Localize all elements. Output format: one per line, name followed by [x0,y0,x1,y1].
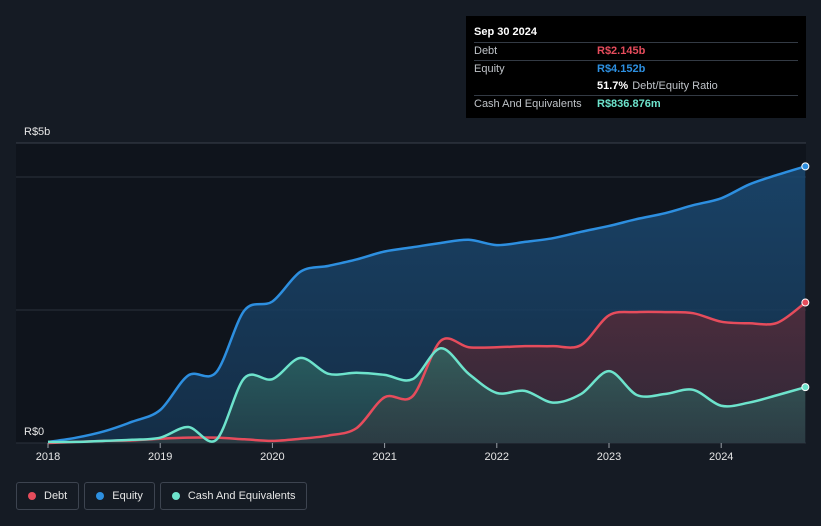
cash-dot-icon [171,492,180,500]
cash-area [48,348,806,443]
legend-item-equity[interactable]: Equity [84,482,155,510]
tooltip-equity-row: Equity R$4.152b [474,60,798,78]
x-tick-label-2022: 2022 [485,451,509,463]
tooltip-cash-value: R$836.876m [597,98,661,110]
debt-endpoint [801,298,810,307]
tooltip-cash-row: Cash And Equivalents R$836.876m [474,95,798,113]
tooltip-cash-label: Cash And Equivalents [474,98,582,110]
tooltip-ratio-spacer [474,78,597,95]
x-tick-label-2020: 2020 [260,451,284,463]
x-tick-label-2021: 2021 [372,451,396,463]
tooltip-date: Sep 30 2024 [474,26,537,38]
chart-legend: Debt Equity Cash And Equivalents [16,482,308,510]
x-tick-label-2019: 2019 [148,451,172,463]
series-lines [47,165,807,445]
tooltip-ratio-label: Debt/Equity Ratio [632,80,718,92]
tooltip-equity-value: R$4.152b [597,63,646,75]
legend-item-cash[interactable]: Cash And Equivalents [159,482,308,510]
equity-line [47,165,806,444]
equity-endpoint [801,162,810,171]
x-tick-label-2023: 2023 [597,451,621,463]
x-tick-label-2018: 2018 [36,451,60,463]
tooltip-ratio-value: 51.7% [597,80,629,92]
tooltip-panel: Sep 30 2024 Debt R$2.145b Equity R$4.152… [466,16,806,118]
y-axis-zero-label: R$0 [24,426,44,438]
tooltip-debt-row: Debt R$2.145b [474,42,798,60]
tooltip-equity-label: Equity [474,63,505,75]
tooltip-debt-value: R$2.145b [597,45,646,57]
legend-item-debt[interactable]: Debt [16,482,80,510]
tooltip-debt-label: Debt [474,45,498,57]
cash-line [47,347,806,444]
series-endpoints [801,162,810,392]
legend-cash-label: Cash And Equivalents [187,490,296,502]
tooltip-ratio-row: 51.7% Debt/Equity Ratio [474,78,798,95]
debt-line [47,301,807,445]
x-tick-label-2024: 2024 [709,451,733,463]
cash-endpoint [801,383,810,392]
y-axis-max-label: R$5b [24,126,50,138]
legend-debt-label: Debt [44,490,68,502]
x-axis-ticks: 2018 2019 2020 2021 2022 2023 2024 [36,443,733,463]
legend-equity-label: Equity [112,490,143,502]
debt-dot-icon [28,492,36,500]
equity-dot-icon [96,492,105,500]
